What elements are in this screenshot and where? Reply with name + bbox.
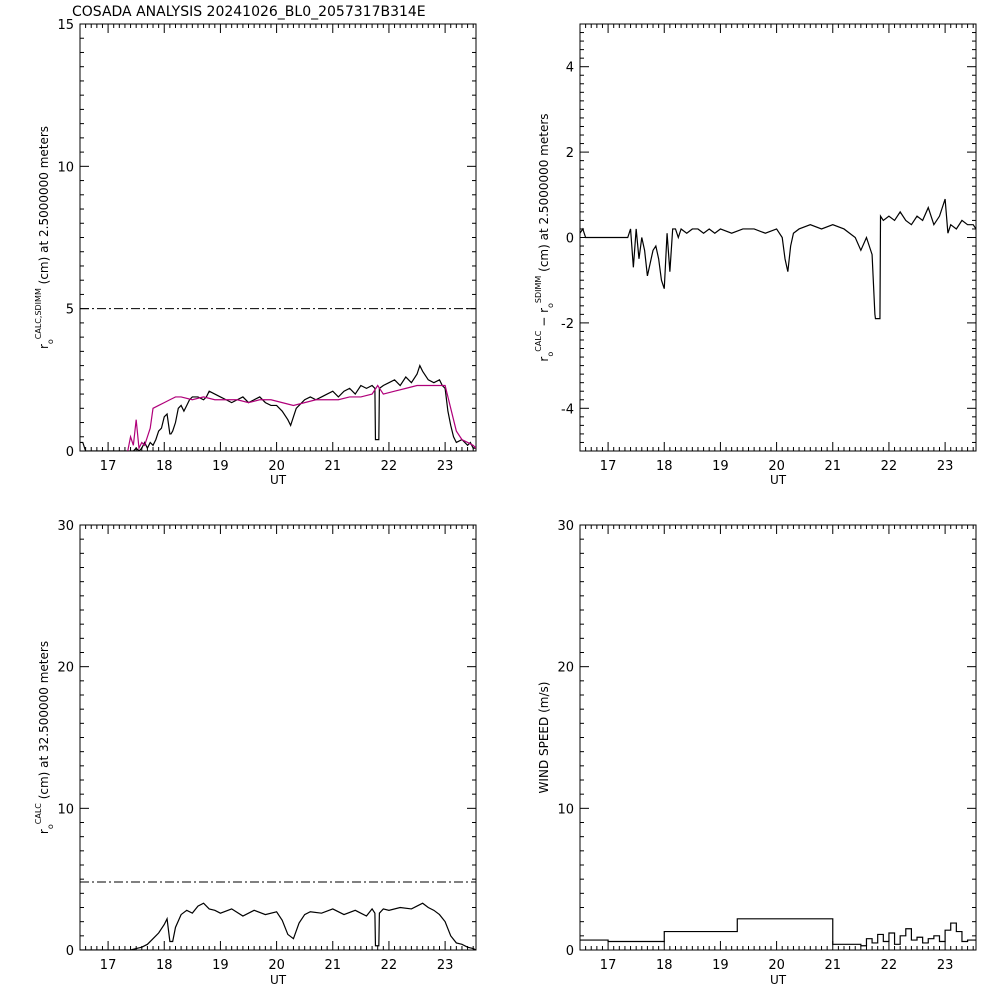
y-axis-title-text: WIND SPEED (m/s) (537, 682, 551, 794)
x-tick-label: 22 (381, 459, 398, 474)
series-line-0 (80, 902, 476, 950)
y-axis-title-sup: CALC (34, 803, 43, 825)
p3-panel: 17 18 19 20 21 22 23 0 10 20 30 UT roCALC (cm) at 32… (34, 519, 477, 987)
y-tick-label: 10 (57, 802, 74, 817)
y-tick-label: 4 (566, 61, 574, 76)
x-minor-ticks (79, 24, 474, 451)
y-tick-label: 20 (57, 661, 74, 676)
y-tick-label: 0 (566, 944, 574, 959)
x-tick-label: 23 (437, 958, 454, 973)
plot-frame (79, 524, 477, 951)
x-tick-label: 18 (656, 958, 673, 973)
y-axis-title-sup2: SDIMM (534, 276, 543, 304)
x-tick-label: 20 (768, 459, 785, 474)
y-axis-title-sup: CALC,SDIMM (34, 288, 43, 339)
x-tick-label: 19 (712, 459, 729, 474)
x-tick-label: 19 (212, 958, 229, 973)
x-tick-label: 20 (268, 958, 285, 973)
x-tick-label: 18 (156, 459, 173, 474)
x-tick-label: 21 (824, 459, 841, 474)
y-ticks (580, 23, 976, 452)
y-axis-title-mid: − r (537, 308, 551, 331)
y-tick-label: -2 (561, 317, 574, 332)
x-axis-title: UT (270, 973, 287, 987)
y-axis-title: WIND SPEED (m/s) (537, 682, 551, 794)
y-tick-label: 0 (66, 445, 74, 460)
series-line-1 (127, 384, 476, 451)
y-tick-label: 20 (557, 661, 574, 676)
y-axis-title-base: r (37, 829, 51, 834)
x-tick-label: 17 (600, 958, 617, 973)
y-axis-title-base: r (537, 357, 551, 362)
y-tick-label: -4 (561, 402, 574, 417)
y-tick-label: 10 (557, 802, 574, 817)
y-tick-label: 0 (66, 944, 74, 959)
y-axis-title-rest: (cm) at 2.5000000 meters (37, 126, 51, 288)
x-tick-label: 22 (381, 958, 398, 973)
x-tick-label: 18 (156, 958, 173, 973)
y-axis-title-rest: (cm) at 32.500000 meters (37, 641, 51, 803)
x-tick-label: 19 (712, 958, 729, 973)
x-tick-label: 22 (881, 958, 898, 973)
y-axis-title-sub: o (546, 352, 555, 357)
plot-frame (79, 23, 477, 452)
y-axis-title-sup: CALC (534, 330, 543, 352)
y-tick-label: 5 (66, 303, 74, 318)
x-tick-label: 20 (268, 459, 285, 474)
y-axis-title-rest: (cm) at 2.5000000 meters (537, 113, 551, 275)
y-axis-title-base: r (37, 344, 51, 349)
x-tick-label: 23 (937, 459, 954, 474)
x-tick-label: 17 (100, 459, 117, 474)
p1-panel: 17 18 19 20 21 22 23 0 5 10 15 UT roCALC,SDIMM (cm) … (34, 18, 477, 487)
y-tick-label: 2 (566, 146, 574, 161)
plot-frame (579, 524, 977, 951)
y-ticks (80, 524, 476, 951)
y-axis-title-sub2: o (546, 303, 555, 308)
y-tick-label: 15 (57, 18, 74, 33)
x-minor-ticks (579, 24, 974, 451)
y-tick-label: 30 (557, 519, 574, 534)
y-ticks (80, 23, 476, 452)
x-axis-title: UT (770, 473, 787, 487)
x-tick-label: 18 (656, 459, 673, 474)
y-tick-label: 10 (57, 160, 74, 175)
x-axis-title: UT (770, 973, 787, 987)
x-tick-label: 20 (768, 958, 785, 973)
y-axis-title: roCALC,SDIMM (cm) at 2.5000000 meters (34, 126, 55, 349)
plot-frame (579, 23, 977, 452)
x-tick-label: 17 (100, 958, 117, 973)
x-tick-label: 19 (212, 459, 229, 474)
y-axis-title: roCALC − roSDIMM (cm) at 2.5000000 meter… (534, 113, 555, 361)
series-line-0 (80, 364, 476, 451)
x-minor-ticks (579, 525, 974, 950)
x-tick-label: 21 (324, 459, 341, 474)
y-ticks (580, 524, 976, 951)
series-line-0 (580, 918, 976, 947)
x-tick-label: 23 (437, 459, 454, 474)
x-minor-ticks (79, 525, 474, 950)
x-tick-label: 21 (324, 958, 341, 973)
x-tick-label: 17 (600, 459, 617, 474)
x-tick-label: 21 (824, 958, 841, 973)
x-axis-title: UT (270, 473, 287, 487)
x-tick-label: 23 (937, 958, 954, 973)
y-tick-label: 30 (57, 519, 74, 534)
p2-panel: 17 18 19 20 21 22 23 -4 -2 0 2 4 UT roCALC − roSDIMM … (534, 23, 977, 487)
y-tick-label: 0 (566, 232, 574, 247)
p4-panel: 17 18 19 20 21 22 23 0 10 20 30 UT WIND SPEED (m/s) (537, 519, 977, 987)
figure-title: COSADA ANALYSIS 20241026_BL0_2057317B314… (72, 4, 426, 20)
series-line-0 (580, 198, 976, 320)
y-axis-title: roCALC (cm) at 32.500000 meters (34, 641, 55, 834)
y-axis-title-sub: o (46, 339, 55, 344)
x-tick-label: 22 (881, 459, 898, 474)
y-axis-title-sub: o (46, 824, 55, 829)
